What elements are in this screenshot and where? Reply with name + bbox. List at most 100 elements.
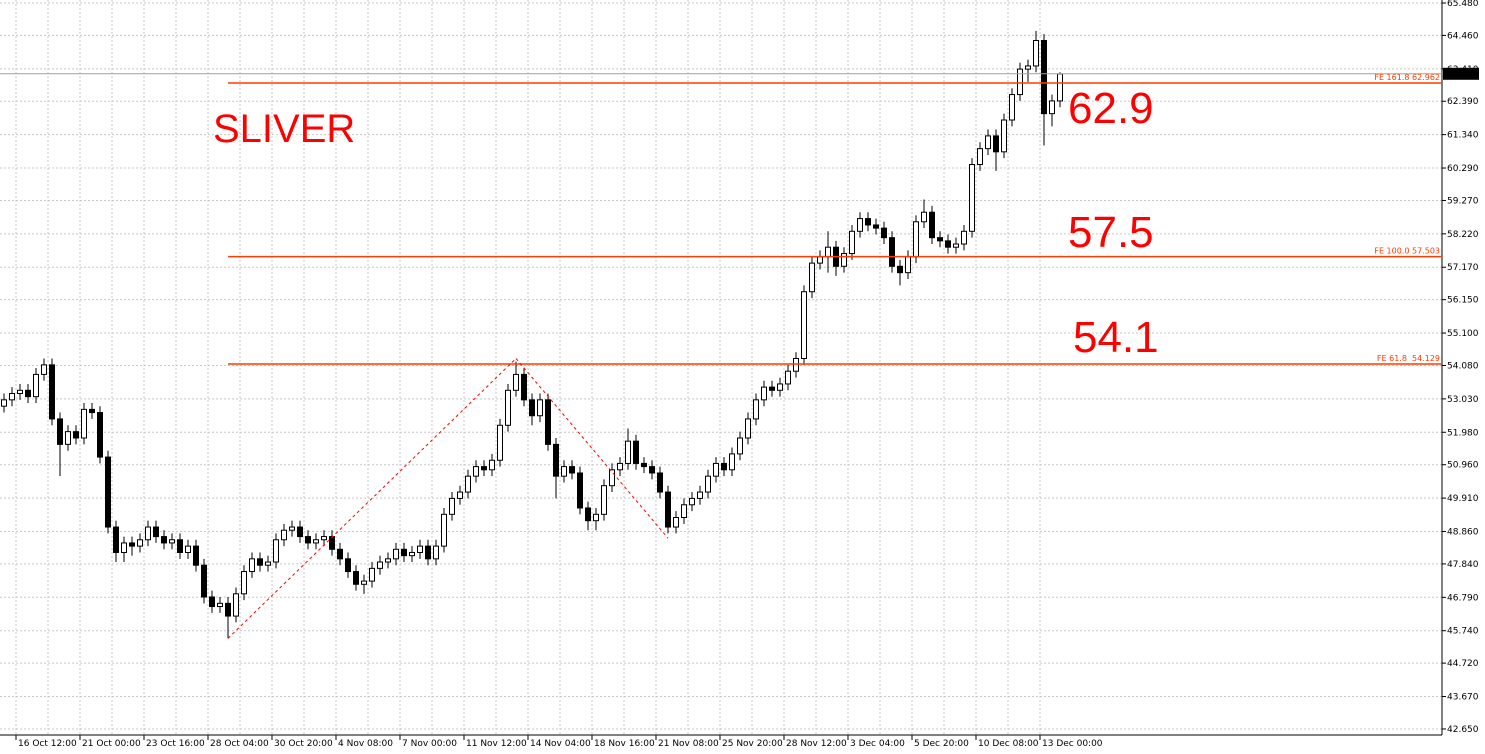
candle-body (361, 580, 367, 585)
candle-body (345, 558, 351, 573)
candle-body (89, 408, 95, 414)
candle-body (945, 240, 951, 248)
candle-body (777, 383, 783, 391)
candle-body (441, 513, 447, 547)
x-tick-label: 25 Nov 20:00 (722, 739, 783, 749)
candle-body (673, 516, 679, 528)
candle-body (217, 602, 223, 608)
candle-body (881, 227, 887, 239)
candle-body (1009, 94, 1015, 121)
y-tick-label: 58.220 (1447, 230, 1479, 240)
y-tick-label: 57.170 (1447, 263, 1479, 273)
candle-body (329, 536, 335, 550)
candle-body (737, 437, 743, 455)
y-tick-label: 64.460 (1447, 31, 1479, 41)
candle-body (753, 399, 759, 420)
fibo-level-label: FE 100.0 57.503 (1374, 247, 1440, 256)
candle-body (57, 418, 63, 445)
candle-body (9, 392, 15, 401)
candle-body (841, 253, 847, 267)
x-tick-label: 13 Dec 00:00 (1042, 739, 1103, 749)
candle-body (665, 491, 671, 528)
candle-body (745, 418, 751, 439)
y-tick-label: 65.480 (1447, 0, 1479, 9)
x-tick-label: 10 Dec 08:00 (978, 739, 1039, 749)
candle-body (353, 571, 359, 585)
candle-body (825, 246, 831, 258)
candle-body (281, 529, 287, 541)
candle-body (401, 548, 407, 557)
x-tick-label: 21 Nov 08:00 (658, 739, 719, 749)
candle-body (209, 596, 215, 608)
candle-body (17, 389, 23, 394)
candle-body (169, 539, 175, 544)
candle-body (969, 164, 975, 232)
candle-body (297, 526, 303, 538)
candle-body (473, 466, 479, 477)
candle-body (49, 364, 55, 420)
candle-body (257, 558, 263, 566)
y-tick-label: 54.080 (1447, 361, 1479, 371)
candle-body (961, 230, 967, 245)
candle-body (577, 472, 583, 509)
candle-body (137, 539, 143, 547)
candle-body (113, 526, 119, 553)
y-tick-label: 59.270 (1447, 196, 1479, 206)
y-tick-label: 62.390 (1447, 97, 1479, 107)
candle-body (105, 456, 111, 528)
candle-body (921, 211, 927, 223)
candle-body (897, 265, 903, 274)
candle-body (129, 542, 135, 547)
annotation: 62.9 (1068, 84, 1154, 133)
y-tick-label: 60.290 (1447, 164, 1479, 174)
x-tick-label: 18 Nov 16:00 (594, 739, 655, 749)
candle-body (241, 571, 247, 595)
candle-body (633, 440, 639, 464)
candle-body (521, 373, 527, 401)
candle-body (617, 462, 623, 471)
x-tick-label: 16 Oct 12:00 (18, 739, 77, 749)
candle-body (425, 545, 431, 560)
annotation: SLIVER (213, 107, 355, 151)
current-price-label: 63.254 (1445, 70, 1477, 80)
candle-body (913, 221, 919, 258)
candle-body (225, 602, 231, 617)
candle-body (761, 386, 767, 401)
candle-body (233, 593, 239, 617)
candle-body (857, 218, 863, 232)
candle-body (929, 211, 935, 239)
candle-body (393, 548, 399, 560)
candle-body (1025, 65, 1031, 70)
candle-body (273, 539, 279, 563)
candle-body (865, 218, 871, 226)
candle-body (785, 370, 791, 385)
candle-body (529, 399, 535, 417)
candle-body (889, 237, 895, 267)
candle-body (569, 466, 575, 474)
candle-body (801, 291, 807, 360)
candle-body (601, 485, 607, 515)
y-tick-label: 48.860 (1447, 527, 1479, 537)
candle-body (481, 466, 487, 471)
candle-body (721, 462, 727, 471)
candle-body (681, 504, 687, 518)
candle-body (585, 507, 591, 522)
y-tick-label: 56.150 (1447, 296, 1479, 306)
y-tick-label: 53.030 (1447, 395, 1479, 405)
x-tick-label: 23 Oct 16:00 (146, 739, 205, 749)
fibo-level-label: FE 161.8 62.962 (1374, 73, 1440, 82)
candle-body (1001, 119, 1007, 153)
candle-body (385, 558, 391, 563)
candle-body (201, 564, 207, 598)
y-tick-label: 43.670 (1447, 693, 1479, 703)
candle-body (505, 389, 511, 426)
candle-body (561, 466, 567, 477)
candle-body (689, 497, 695, 506)
candle-body (649, 466, 655, 474)
x-tick-label: 11 Nov 12:00 (466, 739, 527, 749)
candle-body (1049, 100, 1055, 115)
x-tick-label: 7 Nov 00:00 (402, 739, 457, 749)
candle-body (145, 526, 151, 541)
y-tick-label: 55.100 (1447, 329, 1479, 339)
